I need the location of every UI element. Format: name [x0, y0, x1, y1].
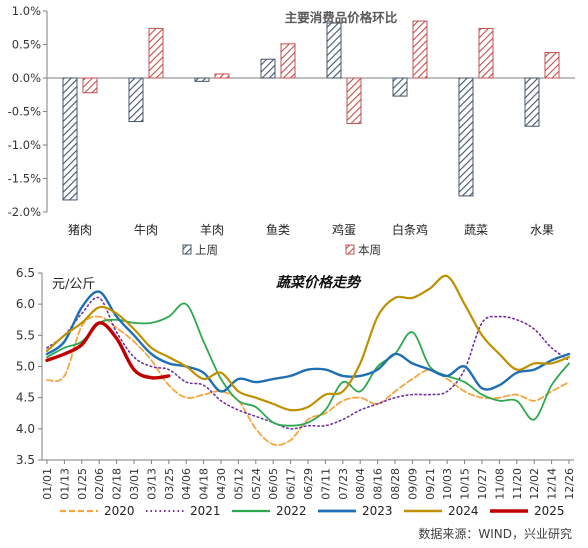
- y-tick-label: -2.0%: [8, 205, 41, 219]
- x-tick-label: 08/28: [389, 468, 402, 500]
- source-note: 数据来源：WIND，兴业研究: [418, 527, 572, 541]
- series-line-2020: [46, 315, 570, 447]
- y-tick-label: 0.0%: [12, 71, 41, 85]
- series-line-2025: [45, 321, 171, 380]
- series-line-2024: [45, 274, 571, 412]
- legend-label: 2022: [276, 504, 307, 518]
- series-line-2022: [46, 302, 570, 427]
- legend-swatch: [345, 244, 355, 255]
- y-tick-label: -0.5%: [8, 105, 41, 119]
- x-tick-label: 05/12: [232, 468, 245, 500]
- y-tick-label: 4.0: [16, 422, 35, 436]
- x-tick-label: 08/16: [372, 468, 385, 500]
- y-axis-label: 元/公斤: [52, 277, 95, 292]
- bar-last-week: [326, 22, 342, 79]
- x-category-label: 羊肉: [200, 222, 224, 237]
- x-tick-label: 01/25: [76, 468, 89, 500]
- bar-this-week: [346, 77, 362, 125]
- x-category-label: 鸡蛋: [332, 222, 356, 237]
- legend-label: 上周: [195, 243, 218, 257]
- legend-label: 2025: [534, 504, 565, 518]
- y-tick-label: 1.0%: [12, 4, 41, 18]
- bar-last-week: [260, 58, 276, 79]
- x-tick-label: 10/27: [476, 468, 489, 500]
- chart-consumer-price-mom: -2.0% -1.5% -1.0% -0.5% 0.0% 0.5% 1.0% 猪肉 牛肉 羊肉 鱼类…: [8, 4, 575, 257]
- bar-last-week: [392, 77, 408, 97]
- chart-title: 蔬菜价格走势: [276, 274, 362, 291]
- x-tick-label: 10/15: [459, 468, 472, 500]
- bar-this-week: [214, 73, 230, 79]
- bar-this-week: [148, 27, 164, 79]
- bar-this-week: [82, 77, 98, 94]
- x-tick-label: 12/02: [528, 468, 541, 500]
- x-tick-label: 02/18: [111, 468, 124, 500]
- x-tick-label: 07/23: [337, 468, 350, 500]
- y-tick-label: 0.5%: [12, 38, 41, 52]
- x-category-label: 水果: [530, 223, 554, 237]
- x-tick-label: 12/14: [546, 468, 559, 500]
- x-tick-label: 04/18: [198, 468, 211, 500]
- bar-last-week: [62, 77, 78, 201]
- legend-label: 2021: [190, 504, 221, 518]
- x-tick-label: 07/11: [319, 468, 332, 500]
- y-tick-label: 5.5: [16, 328, 35, 342]
- x-tick-label: 11/08: [493, 468, 506, 500]
- series-line-2023: [45, 290, 571, 393]
- x-tick-label: 08/04: [354, 468, 367, 500]
- x-category-label: 蔬菜: [464, 223, 488, 237]
- y-tick-label: -1.5%: [8, 172, 41, 186]
- bar-last-week: [194, 77, 210, 82]
- x-tick-label: 03/13: [145, 468, 158, 500]
- bar-this-week: [280, 43, 296, 79]
- bar-this-week: [412, 20, 428, 79]
- legend-swatch: [182, 244, 192, 255]
- x-tick-label: 09/21: [424, 468, 437, 500]
- y-tick-label: -1.0%: [8, 138, 41, 152]
- x-category-label: 白条鸡: [392, 222, 428, 237]
- x-tick-label: 06/29: [302, 468, 315, 500]
- x-tick-label: 04/30: [215, 468, 228, 500]
- x-tick-label: 05/24: [250, 468, 263, 500]
- y-tick-label: 6.5: [16, 266, 35, 280]
- x-category-label: 鱼类: [266, 223, 290, 237]
- x-tick-label: 01/13: [58, 468, 71, 500]
- x-tick-label: 09/09: [406, 468, 419, 500]
- legend-label: 2023: [362, 504, 393, 518]
- x-tick-label: 12/26: [563, 468, 576, 500]
- bar-last-week: [524, 77, 540, 127]
- x-tick-label: 02/06: [93, 468, 106, 500]
- x-tick-label: 06/05: [267, 468, 280, 500]
- x-tick-label: 04/06: [180, 468, 193, 500]
- bar-last-week: [458, 77, 474, 197]
- y-tick-label: 3.5: [16, 453, 35, 467]
- x-tick-label: 03/25: [163, 468, 176, 500]
- chart-title: 主要消费品价格环比: [285, 10, 398, 25]
- x-category-label: 猪肉: [68, 223, 92, 237]
- legend-label: 本周: [358, 243, 381, 257]
- bar-this-week: [478, 27, 494, 79]
- legend-label: 2024: [448, 504, 479, 518]
- x-tick-label: 11/20: [511, 468, 524, 500]
- x-tick-label: 06/17: [285, 468, 298, 500]
- y-tick-label: 4.5: [16, 391, 35, 405]
- x-tick-label: 03/01: [128, 468, 141, 500]
- x-tick-label: 10/03: [441, 468, 454, 500]
- y-tick-label: 5.0: [16, 360, 35, 374]
- x-category-label: 牛肉: [134, 222, 158, 237]
- bar-this-week: [544, 52, 560, 79]
- x-tick-label: 01/01: [41, 468, 54, 500]
- bar-last-week: [128, 77, 144, 123]
- legend-label: 2020: [104, 504, 135, 518]
- series-line-2021: [46, 296, 570, 430]
- y-tick-label: 6.0: [16, 297, 35, 311]
